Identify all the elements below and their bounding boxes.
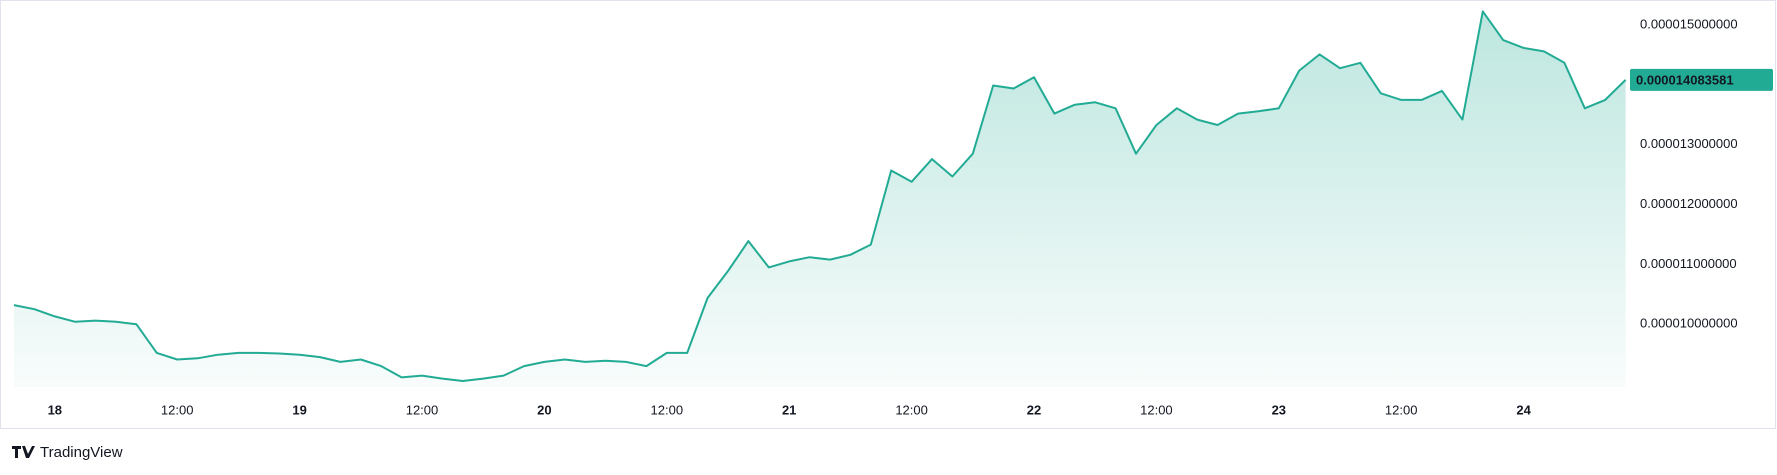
last-price-label: 0.000014083581 xyxy=(1636,72,1734,87)
logo: TradingView xyxy=(12,444,123,461)
x-tick-label: 12:00 xyxy=(1385,402,1418,417)
x-tick-label: 18 xyxy=(48,402,62,417)
x-tick-label: 12:00 xyxy=(406,402,439,417)
x-tick-label: 12:00 xyxy=(651,402,684,417)
y-tick-label: 0.000011000000 xyxy=(1640,256,1737,271)
x-tick-label: 12:00 xyxy=(1140,402,1173,417)
x-tick-label: 12:00 xyxy=(161,402,194,417)
x-tick-label: 19 xyxy=(292,402,306,417)
chart-frame xyxy=(0,0,1776,429)
y-tick-label: 0.000010000000 xyxy=(1640,316,1738,331)
last-price-tag xyxy=(1630,68,1773,91)
x-tick-label: 24 xyxy=(1516,402,1531,417)
x-tick-label: 20 xyxy=(537,402,551,417)
x-tick-label: 12:00 xyxy=(895,402,928,417)
y-tick-label: 0.000015000000 xyxy=(1640,17,1738,32)
price-line xyxy=(13,10,1627,382)
x-tick-label: 23 xyxy=(1272,402,1286,417)
area-fill xyxy=(14,11,1626,388)
y-tick-label: 0.000013000000 xyxy=(1640,136,1738,151)
x-tick-label: 22 xyxy=(1027,402,1041,417)
x-tick-label: 21 xyxy=(782,402,796,417)
y-tick-label: 0.000012000000 xyxy=(1640,196,1738,211)
watermark: TradingView xyxy=(40,444,123,461)
